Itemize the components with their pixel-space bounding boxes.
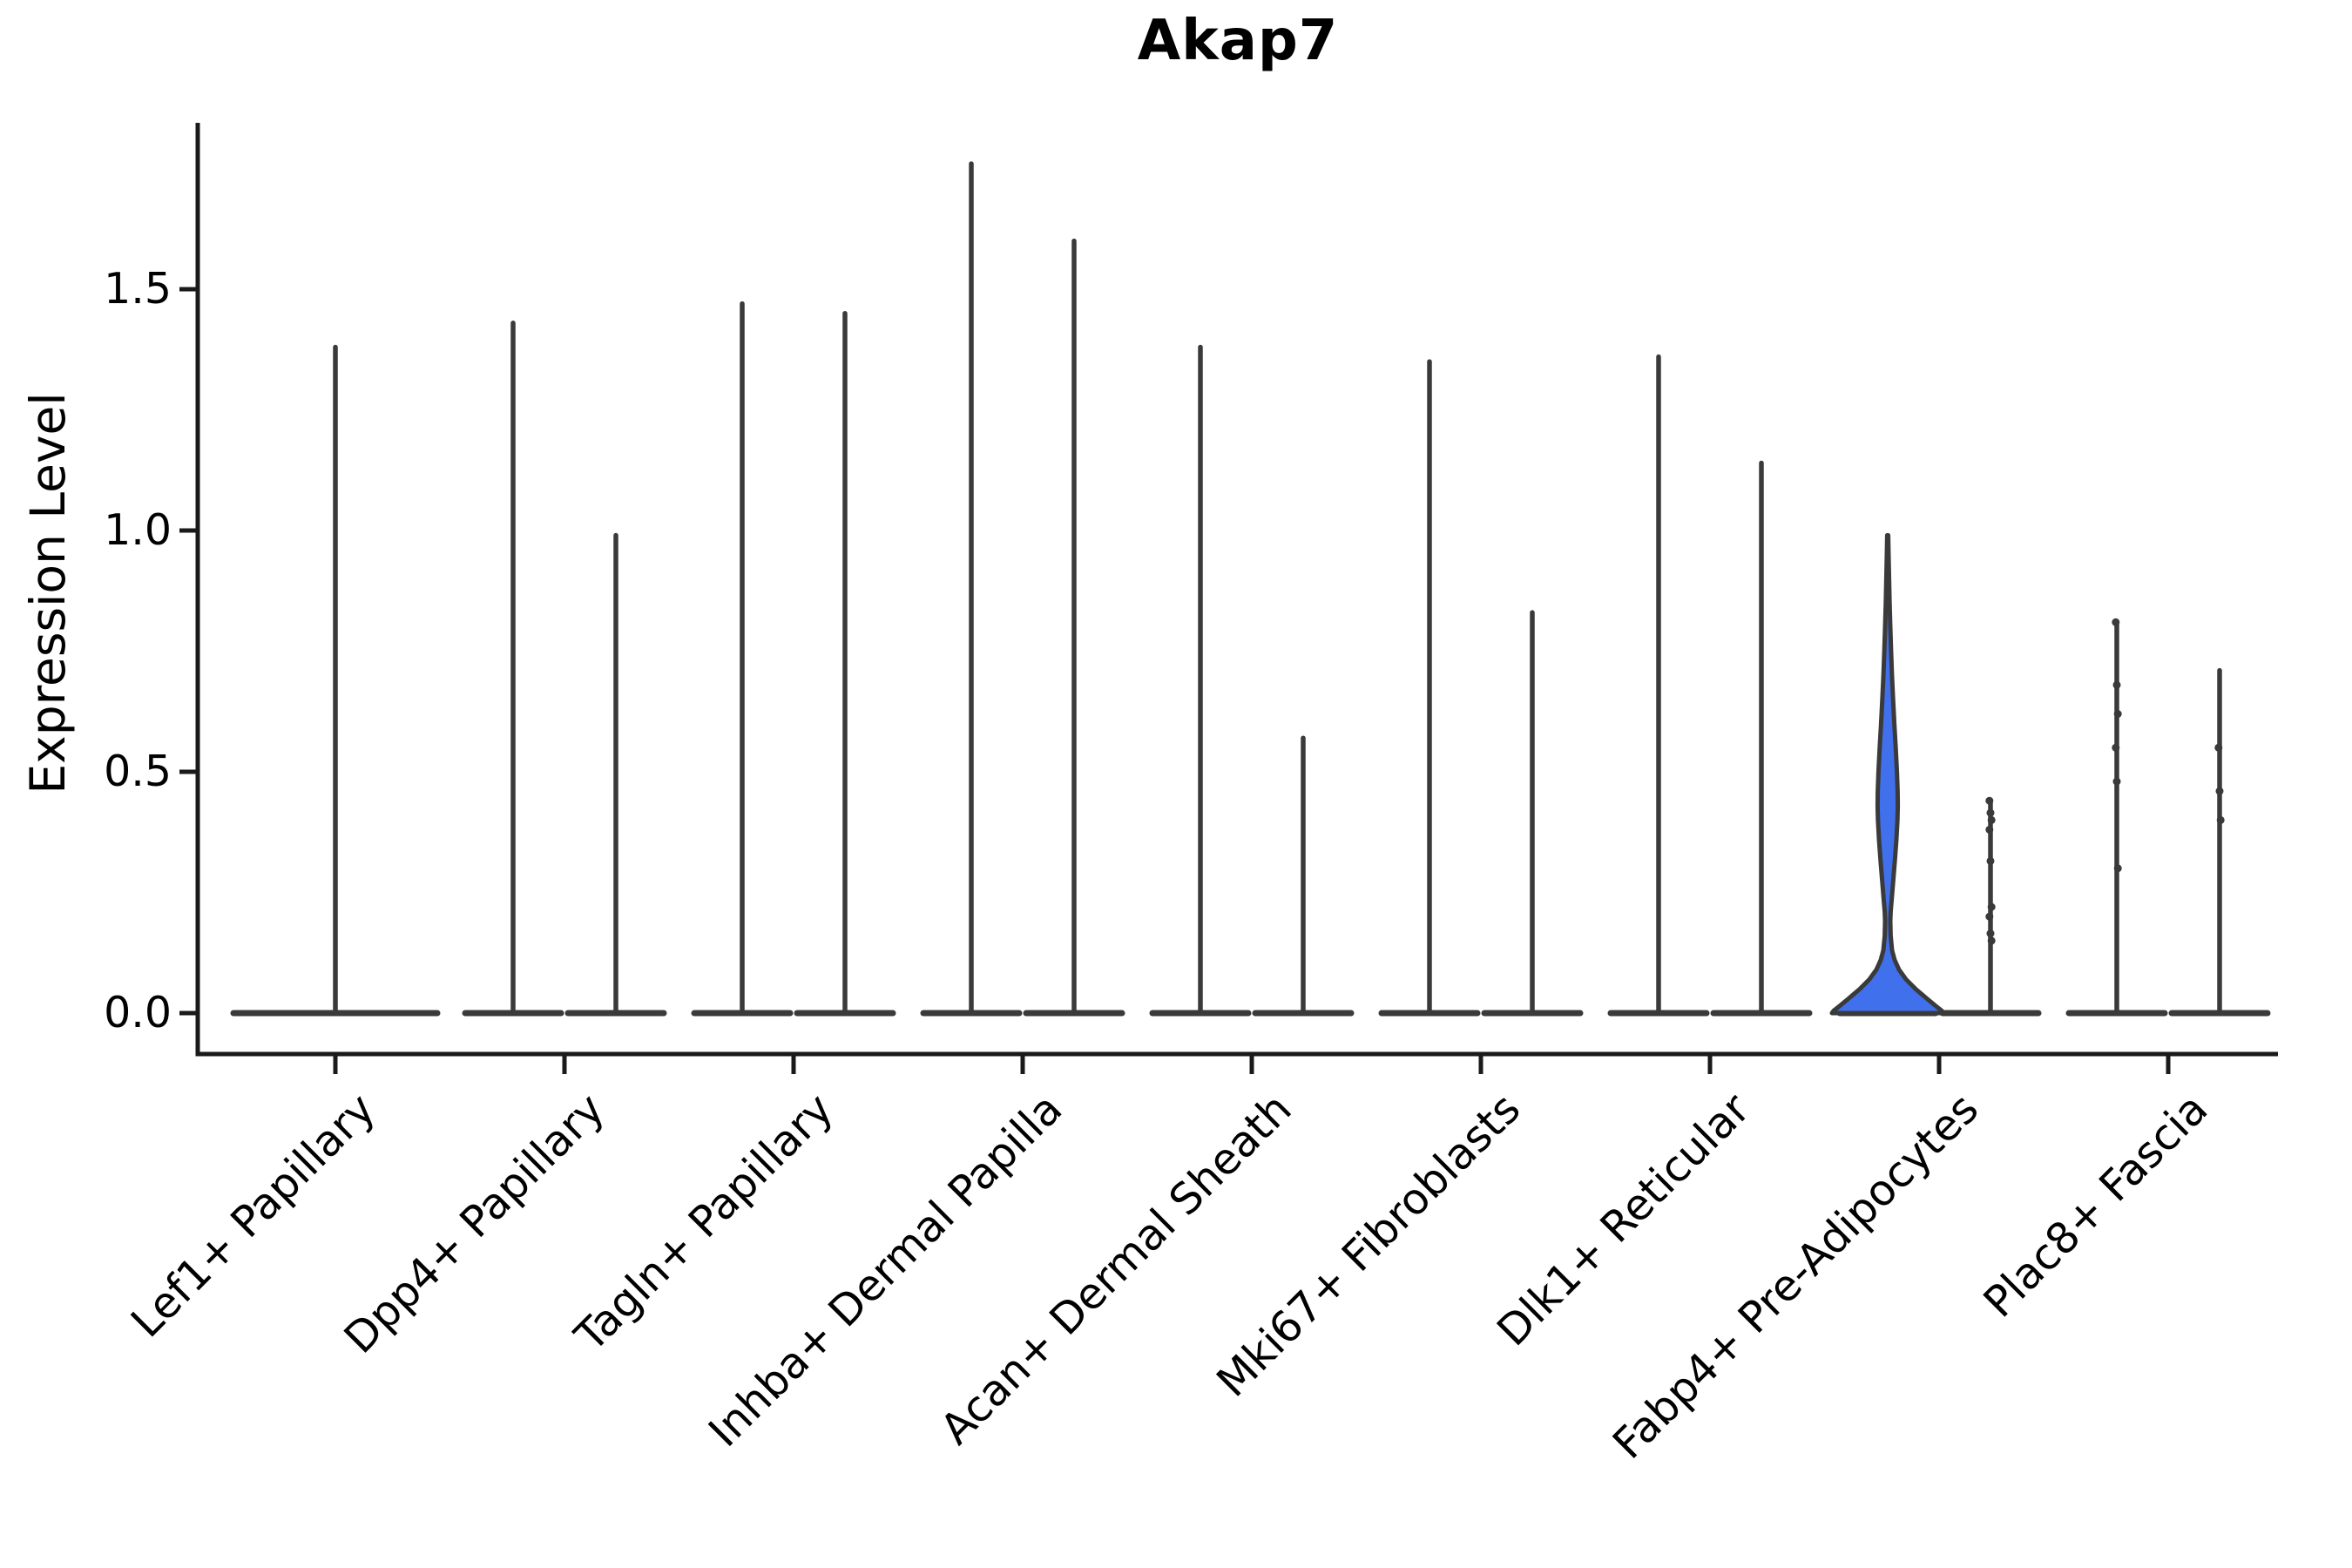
- violin-dpp4-papillary-left: [462, 321, 564, 1017]
- violin-acan-dermal-sheath-right: [1252, 735, 1355, 1017]
- violin-plac8-fascia-left: [2065, 618, 2168, 1017]
- violin-inhba-dermal-papilla-left: [920, 161, 1023, 1017]
- y-tick-label-1-5: 1.5: [104, 264, 172, 314]
- y-tick-label-1-0: 1.0: [104, 505, 172, 555]
- violin-fabp4-pre-adipocytes-right: [1939, 796, 2042, 1017]
- y-tick-label-0-5: 0.5: [104, 747, 172, 796]
- violin-inhba-dermal-papilla-right: [1023, 238, 1125, 1017]
- violin-tagln-papillary-left: [691, 301, 794, 1017]
- violin-dlk1-reticular-right: [1710, 460, 1813, 1017]
- axes: [179, 123, 2278, 1074]
- violin-acan-dermal-sheath-left: [1149, 344, 1252, 1017]
- y-tick-label-0-0: 0.0: [104, 988, 172, 1037]
- violin-fabp4-pre-adipocytes-left: [1829, 533, 1946, 1017]
- violin-plac8-fascia-right: [2168, 667, 2271, 1017]
- violin-mki67-fibroblasts-left: [1378, 359, 1481, 1017]
- violin-mki67-fibroblasts-right: [1481, 610, 1584, 1017]
- violin-lef1-papillary-center: [230, 344, 441, 1017]
- violin-dlk1-reticular-left: [1607, 354, 1710, 1017]
- violin-tagln-papillary-right: [794, 310, 896, 1017]
- chart-title: Akap7: [1137, 9, 1339, 73]
- violin-dpp4-papillary-right: [564, 532, 667, 1017]
